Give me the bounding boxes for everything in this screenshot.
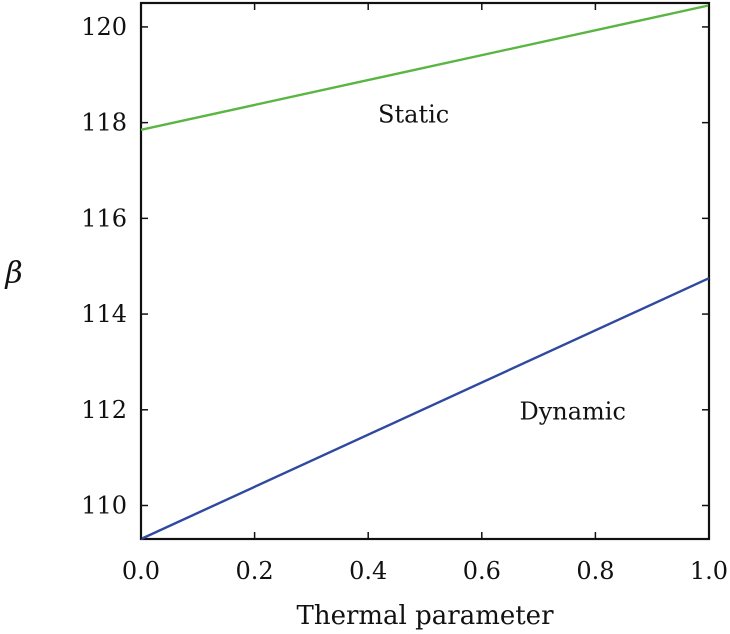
series-line-dynamic: [140, 277, 710, 541]
x-tick-label: 0.8: [576, 557, 614, 585]
plot-frame: [139, 1, 711, 541]
annotation-layer: Static Dynamic: [378, 101, 626, 426]
y-tick-label: 112: [81, 396, 127, 424]
series-label-dynamic: Dynamic: [519, 397, 625, 425]
y-tick-label: 110: [81, 492, 127, 520]
series-label-static: Static: [378, 101, 449, 129]
series-layer: [140, 4, 710, 541]
y-tick-label: 114: [81, 300, 127, 328]
y-axis: 110 112 114 116 118 120: [81, 13, 709, 520]
x-tick-label: 1.0: [690, 557, 728, 585]
x-tick-label: 0.2: [236, 557, 274, 585]
x-tick-label: 0.0: [122, 557, 160, 585]
y-tick-label: 120: [81, 13, 127, 41]
x-tick-label: 0.6: [463, 557, 501, 585]
y-tick-label: 118: [81, 109, 127, 137]
series-line-static: [140, 4, 710, 131]
x-tick-label: 0.4: [349, 557, 387, 585]
y-tick-label: 116: [81, 204, 127, 232]
y-axis-label: β: [4, 256, 22, 291]
x-axis: 0.0 0.2 0.4 0.6 0.8 1.0: [122, 3, 728, 585]
x-axis-label: Thermal parameter: [296, 601, 554, 631]
